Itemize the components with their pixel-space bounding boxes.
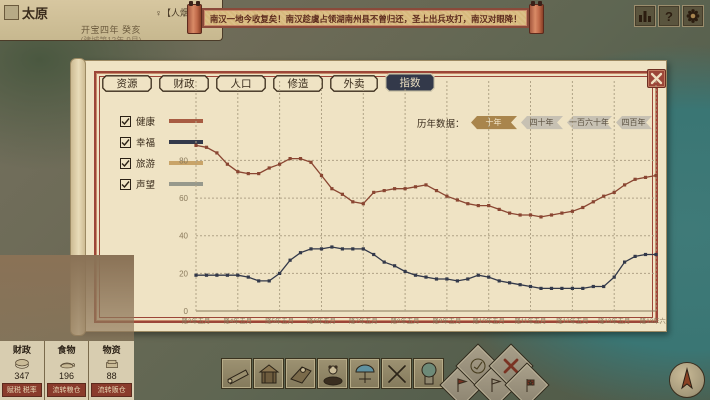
- svg-text:隆6年五月: 隆6年五月: [307, 316, 336, 325]
- svg-text:隆11年五月: 隆11年五月: [515, 316, 547, 325]
- svg-text:隆4年五月: 隆4年五月: [223, 316, 252, 325]
- svg-text:40: 40: [179, 232, 188, 241]
- svg-text:?: ?: [665, 9, 673, 24]
- svg-text:★: ★: [528, 380, 533, 386]
- svg-text:0: 0: [184, 307, 189, 316]
- svg-text:隆8年五月: 隆8年五月: [391, 316, 420, 325]
- svg-text:80: 80: [179, 156, 188, 165]
- svg-text:隆7年五月: 隆7年五月: [349, 316, 378, 325]
- svg-text:隆10年五月: 隆10年五月: [473, 316, 505, 325]
- svg-text:隆5年五月: 隆5年五月: [265, 316, 294, 325]
- svg-text:隆3年五月: 隆3年五月: [182, 316, 211, 325]
- svg-text:隆12年五月: 隆12年五月: [556, 316, 588, 325]
- svg-text:60: 60: [179, 194, 188, 203]
- svg-text:隆9年五月: 隆9年五月: [433, 316, 462, 325]
- svg-text:隆13年五月: 隆13年五月: [598, 316, 630, 325]
- svg-text:20: 20: [179, 269, 188, 278]
- svg-text:隆13年六月: 隆13年六月: [640, 316, 666, 325]
